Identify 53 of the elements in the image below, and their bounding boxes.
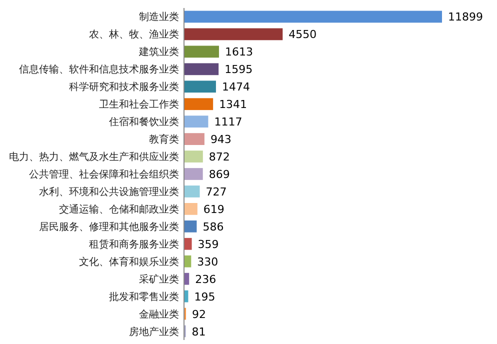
bar	[184, 80, 216, 93]
data-label: 727	[206, 185, 227, 198]
y-tick-label: 采矿业类	[139, 273, 179, 286]
bar	[184, 203, 198, 215]
y-tick-label: 卫生和社会工作类	[99, 98, 179, 111]
data-label: 330	[197, 255, 218, 268]
y-tick-label: 水利、环境和公共设施管理业类	[39, 186, 179, 198]
bar	[184, 10, 442, 23]
data-label: 92	[192, 308, 206, 321]
y-tick-label: 金融业类	[139, 308, 179, 320]
data-label: 586	[202, 220, 224, 234]
y-tick-label: 公共管理、社会保障和社会组织类	[29, 168, 179, 180]
y-tick-label: 建筑业类	[138, 46, 179, 58]
y-tick-label: 制造业类	[139, 11, 179, 24]
data-label: 869	[208, 168, 230, 181]
data-label: 872	[208, 150, 230, 164]
data-label: 195	[194, 290, 216, 304]
data-label: 236	[195, 272, 216, 286]
data-label: 943	[210, 133, 232, 146]
y-tick-label: 信息传输、软件和信息技术服务业类	[19, 64, 179, 76]
data-label: 359	[198, 238, 219, 251]
y-tick-label: 交通运输、仓储和邮政业类	[59, 203, 179, 216]
data-label: 1595	[224, 63, 253, 76]
bar	[184, 220, 197, 232]
y-tick-label: 农、林、牧、渔业类	[89, 28, 179, 41]
bar	[184, 255, 192, 268]
bar	[184, 168, 203, 180]
bar	[184, 116, 208, 128]
data-label: 11899	[448, 10, 483, 24]
data-label: 619	[203, 202, 224, 216]
y-tick-label: 教育类	[149, 134, 179, 146]
bar	[184, 133, 204, 145]
data-label: 1474	[222, 80, 250, 94]
data-label: 4550	[288, 28, 317, 42]
y-tick-label: 科学研究和技术服务业类	[69, 81, 179, 94]
y-tick-label: 住宿和餐饮业类	[109, 116, 179, 128]
data-label: 1613	[224, 46, 253, 59]
bar	[184, 28, 283, 40]
data-label: 1117	[214, 116, 242, 129]
bar	[184, 98, 214, 110]
y-tick-label: 租赁和商务服务业类	[89, 238, 179, 250]
data-label: 1341	[219, 98, 248, 112]
data-label: 81	[192, 325, 206, 338]
y-tick-label: 电力、热力、燃气及水生产和供应业类	[9, 151, 179, 164]
y-tick-label: 批发和零售业类	[109, 290, 179, 303]
bar	[184, 63, 219, 76]
bar	[184, 150, 203, 162]
bar	[184, 238, 192, 250]
bar	[184, 46, 219, 58]
y-tick-label: 文化、体育和娱乐业类	[79, 256, 179, 268]
bar	[184, 186, 200, 198]
y-tick-label: 居民服务、修理和其他服务业类	[39, 220, 179, 233]
y-tick-label: 房地产业类	[129, 326, 179, 338]
